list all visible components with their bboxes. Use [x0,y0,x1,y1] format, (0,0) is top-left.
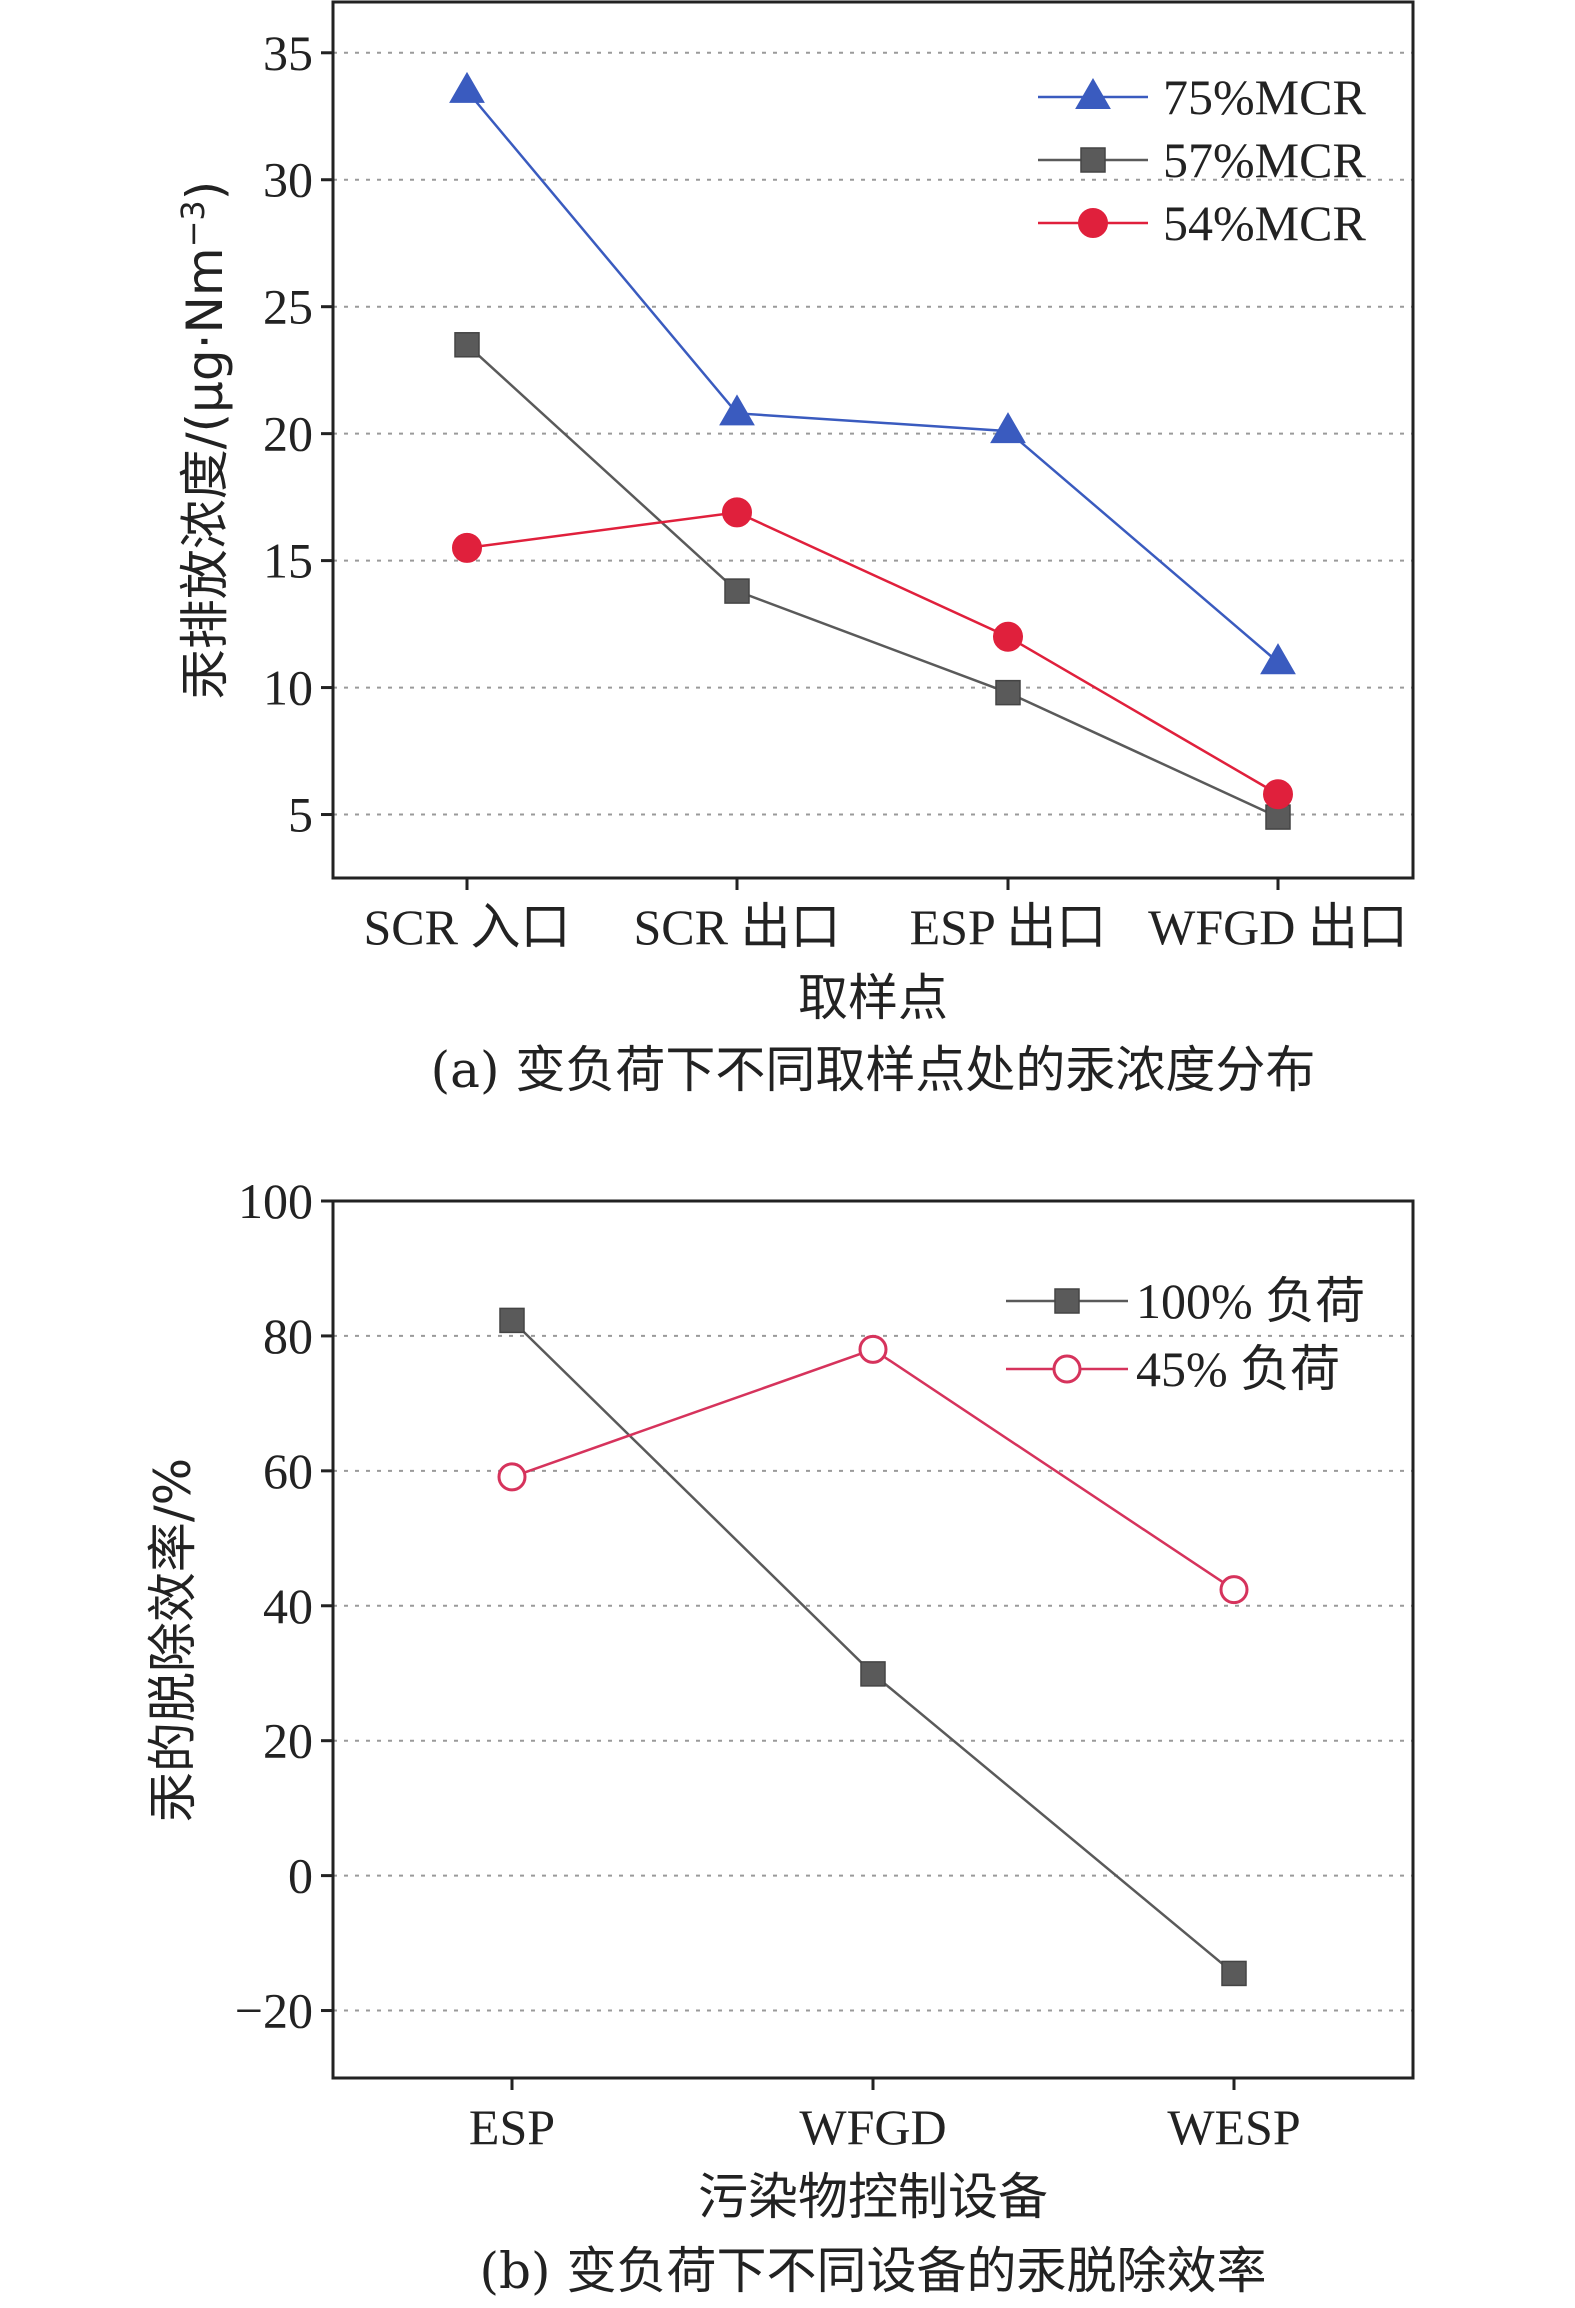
a-data-point [719,394,755,426]
a-legend-marker [1075,77,1111,110]
a-x-ticks: SCR 入口 SCR 出口 ESP 出口 WFGD 出口 [363,878,1408,955]
a-y-tick-label: 10 [263,660,313,716]
a-series-1 [454,332,1291,830]
a-series-line [466,90,1279,664]
b-legend-label: 100% 负荷 [1136,1273,1365,1329]
a-legend-label: 54%MCR [1163,195,1366,251]
b-y-ticks: −20 0 20 40 60 80 100 [235,1173,333,2039]
a-data-point [995,679,1021,706]
a-legend: 75%MCR 57%MCR 54%MCR [1038,69,1366,251]
b-series-line [511,1348,1235,1591]
a-y-axis-title: 汞排放浓度/(μg·Nm−3) [174,181,234,700]
a-gridlines [333,51,1413,816]
a-data-point [452,532,482,563]
b-legend-marker [1052,1354,1082,1384]
b-y-axis-title: 汞的脱除效率/% [144,1458,202,1822]
b-y-tick-label: 100 [238,1173,313,1229]
a-x-tick-label: WFGD 出口 [1148,899,1408,955]
b-legend-item: 45% 负荷 [1006,1341,1340,1397]
b-data-point [1219,1575,1249,1605]
b-data-point [497,1462,527,1492]
b-data-point [860,1661,886,1687]
a-legend-label: 57%MCR [1163,132,1366,188]
a-y-axis-title-main: 汞排放浓度/(μg·Nm [176,247,234,699]
b-y-tick-label: −20 [235,1983,313,2039]
a-legend-item: 75%MCR [1038,69,1366,125]
chart-b: −20 0 20 40 60 80 100 ESP WFGD WESP 100% 负荷 45% 负… [144,1173,1415,2300]
a-data-point [993,621,1023,652]
b-y-tick-label: 80 [263,1308,313,1364]
a-series-0 [449,71,1296,675]
a-series-line [466,511,1279,796]
a-caption: (a) 变负荷下不同取样点处的汞浓度分布 [431,1041,1316,1099]
b-legend-item: 100% 负荷 [1006,1273,1365,1329]
a-x-tick-label: ESP 出口 [910,899,1107,955]
a-legend-item: 57%MCR [1038,132,1366,188]
a-legend-label: 75%MCR [1163,69,1366,125]
b-x-axis-title: 污染物控制设备 [698,2168,1048,2226]
a-series-layer [449,71,1296,830]
a-data-point [449,71,485,103]
a-legend-marker [1080,147,1106,173]
b-y-tick-label: 20 [263,1713,313,1769]
b-x-tick-label: WESP [1167,2099,1300,2155]
b-plot-frame [331,1199,1415,2080]
a-y-tick-label: 25 [263,279,313,335]
a-data-point [454,332,480,358]
b-series-1 [497,1334,1249,1605]
b-y-tick-label: 60 [263,1443,313,1499]
a-series-line [466,343,1279,819]
a-y-ticks: 5 10 15 20 25 30 35 [263,25,333,843]
b-x-tick-label: WFGD [799,2099,946,2155]
b-legend-label: 45% 负荷 [1136,1341,1340,1397]
b-legend-marker [1054,1288,1080,1314]
a-legend-marker [1078,208,1108,238]
a-y-tick-label: 20 [263,406,313,462]
a-x-tick-label: SCR 出口 [633,899,840,955]
a-y-tick-label: 35 [263,25,313,81]
b-data-point [499,1307,525,1334]
a-data-point [1260,643,1296,675]
a-series-2 [452,497,1293,810]
b-legend: 100% 负荷 45% 负荷 [1006,1273,1365,1397]
a-y-axis-title-close: ) [176,181,234,201]
b-y-tick-label: 40 [263,1578,313,1634]
a-y-tick-label: 5 [288,787,313,843]
b-y-tick-label: 0 [288,1848,313,1904]
a-y-axis-title-sup: −3 [174,200,212,247]
b-data-point [1221,1960,1247,1987]
b-x-tick-label: ESP [469,2099,555,2155]
b-x-ticks: ESP WFGD WESP [469,2078,1301,2155]
a-data-point [724,578,750,604]
a-y-tick-label: 30 [263,152,313,208]
a-plot-frame [331,0,1415,880]
a-x-axis-title: 取样点 [798,969,948,1027]
b-data-point [858,1334,888,1364]
a-data-point [1263,779,1293,810]
a-data-point [722,497,752,528]
b-caption: (b) 变负荷下不同设备的汞脱除效率 [480,2242,1267,2300]
a-legend-item: 54%MCR [1038,195,1366,251]
b-series-layer [497,1307,1249,1987]
a-data-point [990,412,1026,444]
b-series-0 [499,1307,1247,1987]
a-x-tick-label: SCR 入口 [363,899,570,955]
a-y-tick-label: 15 [263,533,313,589]
